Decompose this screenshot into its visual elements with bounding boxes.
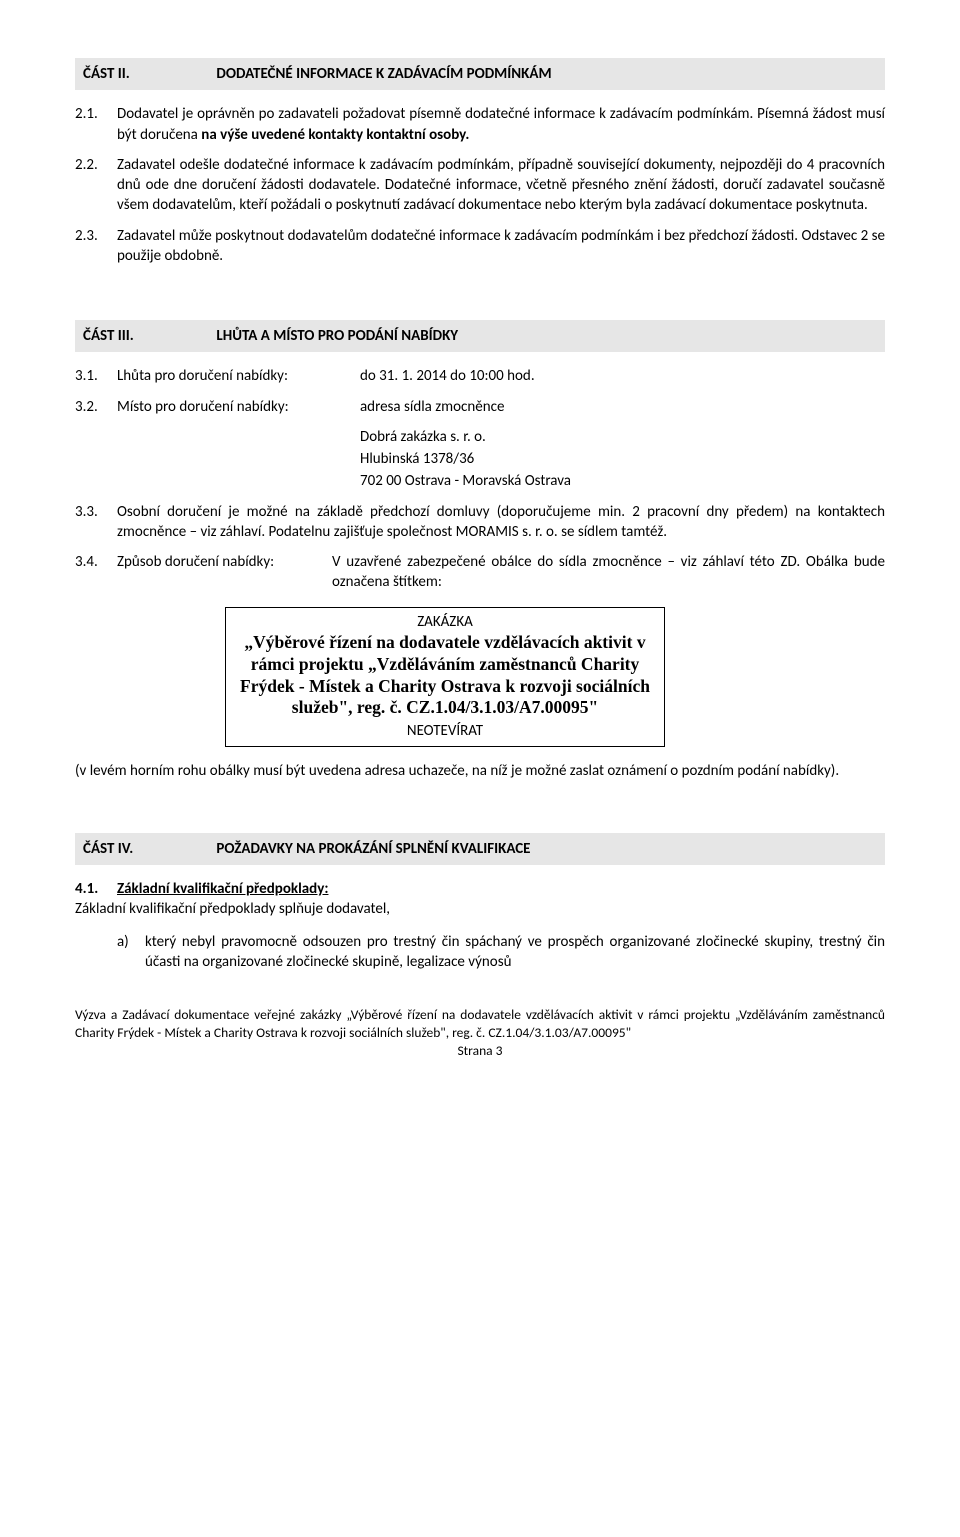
kv-value: do 31. 1. 2014 do 10:00 hod. [360,366,885,386]
letter-body: který nebyl pravomocně odsouzen pro tres… [145,932,885,973]
clause-num: 2.2. [75,155,117,216]
envelope-label-box: ZAKÁZKA „Výběrové řízení na dodavatele v… [225,607,665,747]
section-part: ČÁST III. [83,326,213,346]
kv-value: V uzavřené zabezpečené obálce do sídla z… [332,552,885,593]
section-part: ČÁST IV. [83,839,213,859]
clause-bold: na výše uvedené kontakty kontaktní osoby… [201,126,469,144]
clause-3-3: 3.3. Osobní doručení je možné na základě… [75,502,885,543]
section-header-iii: ČÁST III. LHŮTA A MÍSTO PRO PODÁNÍ NABÍD… [75,320,885,352]
clause-body: Osobní doručení je možné na základě před… [117,502,885,543]
footer-page: Strana 3 [457,1042,502,1060]
clause-body: Dodavatel je oprávněn po zadavateli poža… [117,104,885,145]
clause-2-2: 2.2. Zadavatel odešle dodatečné informac… [75,155,885,216]
clause-num: 3.1. [75,366,117,386]
section-title: LHŮTA A MÍSTO PRO PODÁNÍ NABÍDKY [216,327,458,345]
lettered-a: a) který nebyl pravomocně odsouzen pro t… [75,932,885,973]
clause-body: Lhůta pro doručení nabídky: do 31. 1. 20… [117,366,885,386]
address-line-1: Dobrá zakázka s. r. o. [360,427,885,447]
clause-4-1-intro: Základní kvalifikační předpoklady splňuj… [75,899,885,919]
box-open: NEOTEVÍRAT [238,721,652,741]
kv-label: Místo pro doručení nabídky: [117,397,360,417]
clause-body: Místo pro doručení nabídky: adresa sídla… [117,397,885,417]
clause-2-3: 2.3. Zadavatel může poskytnout dodavatel… [75,226,885,267]
box-main: „Výběrové řízení na dodavatele vzdělávac… [238,632,652,720]
box-title: ZAKÁZKA [238,612,652,632]
section-header-ii: ČÁST II. DODATEČNÉ INFORMACE K ZADÁVACÍM… [75,58,885,90]
footer-text: Výzva a Zadávací dokumentace veřejné zak… [75,1006,885,1042]
clause-num: 2.1. [75,104,117,145]
section-part: ČÁST II. [83,64,213,84]
clause-num: 4.1. [75,879,117,899]
clause-body: Zadavatel odešle dodatečné informace k z… [117,155,885,216]
clause-num: 3.4. [75,552,117,593]
page: ČÁST II. DODATEČNÉ INFORMACE K ZADÁVACÍM… [0,0,960,1101]
clause-title: Základní kvalifikační předpoklady: [117,879,328,899]
kv-label: Lhůta pro doručení nabídky: [117,366,360,386]
clause-2-1: 2.1. Dodavatel je oprávněn po zadavateli… [75,104,885,145]
address-line-2: Hlubinská 1378/36 [360,449,885,469]
section-title: POŽADAVKY NA PROKÁZÁNÍ SPLNĚNÍ KVALIFIKA… [216,840,530,858]
clause-3-2: 3.2. Místo pro doručení nabídky: adresa … [75,397,885,417]
clause-3-1: 3.1. Lhůta pro doručení nabídky: do 31. … [75,366,885,386]
section-title: DODATEČNÉ INFORMACE K ZADÁVACÍM PODMÍNKÁ… [216,65,551,83]
clause-body: Zadavatel může poskytnout dodavatelům do… [117,226,885,267]
clause-num: 3.3. [75,502,117,543]
clause-3-4: 3.4. Způsob doručení nabídky: V uzavřené… [75,552,885,593]
clause-num: 2.3. [75,226,117,267]
clause-num: 3.2. [75,397,117,417]
address-line-3: 702 00 Ostrava - Moravská Ostrava [360,471,885,491]
paren-note: (v levém horním rohu obálky musí být uve… [75,761,885,781]
footer: Výzva a Zadávací dokumentace veřejné zak… [75,1006,885,1061]
section-header-iv: ČÁST IV. POŽADAVKY NA PROKÁZÁNÍ SPLNĚNÍ … [75,833,885,865]
kv-value: adresa sídla zmocněnce [360,397,885,417]
kv-label: Způsob doručení nabídky: [117,552,332,593]
clause-body: Způsob doručení nabídky: V uzavřené zabe… [117,552,885,593]
letter-marker: a) [117,932,145,973]
clause-4-1-head: 4.1. Základní kvalifikační předpoklady: [75,879,885,899]
